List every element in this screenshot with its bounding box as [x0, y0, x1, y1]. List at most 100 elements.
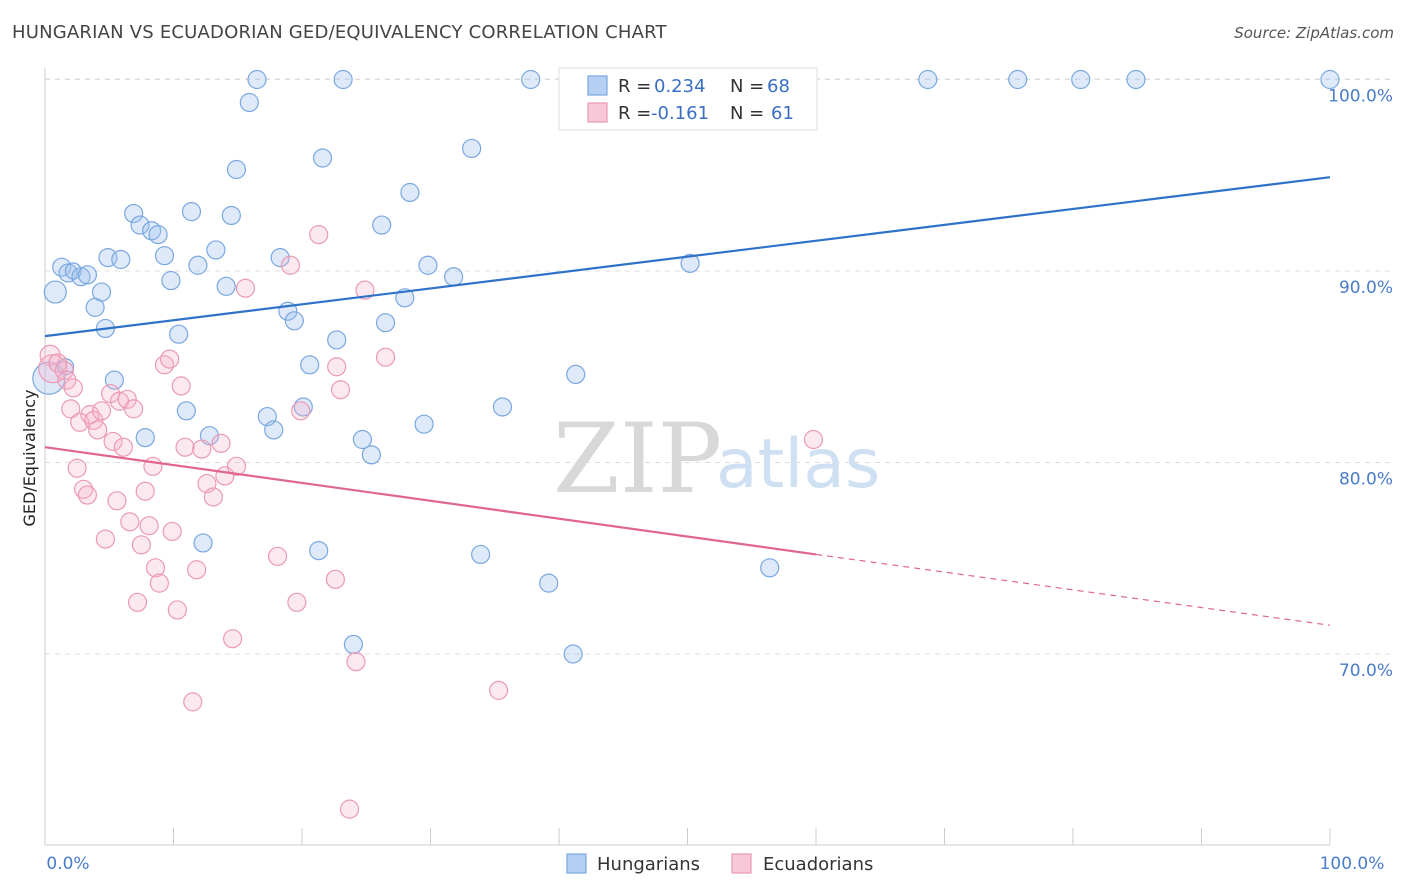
ecuadorian-point: [154, 355, 175, 375]
ecuadorian-point: [103, 431, 123, 452]
ecuadorian-point: [84, 410, 104, 430]
hungarian-point: [312, 148, 333, 168]
hungarian-point: [521, 69, 541, 90]
hungarians-points: [32, 69, 1340, 664]
ecuadorian-point: [355, 280, 375, 300]
hungarian-point: [247, 69, 267, 90]
ecuadorian-point: [171, 376, 191, 396]
hungarian-point: [1320, 69, 1340, 90]
hungarian-point: [1008, 69, 1028, 90]
ecuadorian-point: [309, 225, 329, 245]
hungarian-point: [148, 225, 168, 245]
hungarian-point: [193, 533, 213, 553]
hungarian-point: [1126, 69, 1146, 90]
legend-r-value-2: -0.161: [651, 103, 709, 124]
y-axis-label: GED/Equivalency: [20, 389, 39, 526]
y-tick-labels: 70.0% 80.0% 90.0% 100.0%: [1328, 87, 1393, 682]
ecuadorian-point: [211, 433, 231, 453]
ecuadorian-point: [77, 485, 98, 505]
hungarian-point: [566, 364, 586, 385]
hungarian-point: [43, 280, 67, 304]
ecuadorian-point: [192, 439, 212, 459]
hungarian-point: [135, 428, 155, 448]
hungarians-trend-line: [44, 176, 1331, 338]
hungarian-point: [352, 429, 372, 450]
legend-n-value-1: 68: [767, 76, 790, 97]
ecuadorian-point: [325, 569, 346, 589]
hungarian-point: [680, 253, 700, 273]
ecuadorian-point: [113, 437, 133, 457]
ecuadorian-point: [149, 573, 169, 593]
ecuadorian-point: [48, 353, 68, 373]
y-tick-label: 80.0%: [1339, 470, 1393, 490]
ecuadorian-point: [88, 420, 108, 440]
ecuadorian-point: [57, 370, 77, 390]
ecuadorians-trend-extension: [815, 553, 1331, 626]
ecuadorian-point: [127, 592, 148, 612]
hungarian-point: [444, 267, 464, 287]
hungarian-point: [1071, 69, 1091, 90]
axes: [44, 68, 1331, 846]
ecuadorian-point: [187, 560, 207, 580]
ecuadorians-trend-line: [44, 446, 817, 556]
chart-title: HUNGARIAN VS ECUADORIAN GED/EQUIVALENCY …: [12, 22, 667, 43]
hungarian-point: [539, 573, 559, 593]
hungarian-point: [492, 397, 513, 417]
top-legend: R = 0.234 N = 68 R = -0.161 N = 61: [558, 67, 818, 131]
hungarian-point: [64, 262, 82, 280]
bottom-legend-hungarians: Hungarians: [597, 854, 700, 875]
ecuadorian-point: [95, 529, 115, 549]
legend-n-label-2: N =: [730, 103, 764, 124]
ecuadorian-point: [327, 357, 347, 377]
bottom-legend: Hungarians Ecuadorians: [566, 853, 873, 875]
ecuadorian-point: [145, 558, 166, 578]
hungarian-point: [111, 249, 131, 270]
legend-r-value-1: 0.234: [654, 76, 706, 97]
legend-r-label-2: R =: [618, 103, 651, 124]
hungarian-point: [176, 401, 196, 421]
bottom-legend-ecuadorians: Ecuadorians: [763, 854, 873, 875]
hungarian-point: [91, 282, 112, 302]
ecuadorian-point: [70, 412, 90, 432]
hungarian-point: [918, 69, 938, 90]
ecuadorian-point: [67, 458, 87, 478]
hungarian-point: [221, 205, 241, 226]
hungarian-point: [333, 69, 353, 90]
hungarian-point: [77, 265, 98, 285]
ecuadorian-point: [803, 429, 824, 450]
ecuadorian-point: [160, 349, 180, 369]
trend-lines: [44, 176, 1331, 626]
ecuadorian-point: [226, 456, 247, 476]
ecuadorian-point: [167, 600, 187, 620]
hungarian-point: [181, 202, 202, 222]
ecuadorian-point: [287, 592, 307, 612]
hungarian-point: [563, 644, 583, 664]
ecuadorian-point: [346, 652, 366, 672]
hungarian-point: [343, 634, 363, 655]
bottom-legend-swatch-hungarians: [566, 853, 587, 874]
hungarian-point: [414, 414, 434, 434]
legend-swatch-hungarians: [587, 75, 608, 96]
hungarian-point: [226, 159, 247, 180]
ecuadorian-point: [117, 389, 137, 409]
hungarian-point: [154, 246, 175, 266]
ecuadorian-point: [330, 380, 351, 400]
x-tick-label-min: 0.0%: [46, 854, 89, 874]
ecuadorian-point: [183, 692, 203, 712]
hungarian-point: [361, 445, 381, 465]
hungarian-point: [264, 420, 284, 440]
y-tick-label: 70.0%: [1339, 661, 1393, 681]
hungarian-point: [169, 324, 189, 344]
ecuadorian-point: [91, 401, 112, 421]
hungarian-point: [188, 255, 208, 275]
bottom-legend-swatch-ecuadorians: [731, 853, 752, 874]
hungarian-point: [395, 288, 415, 308]
ecuadorian-point: [63, 378, 83, 398]
hungarian-point: [161, 270, 181, 291]
hungarian-point: [239, 92, 259, 113]
hungarian-point: [300, 355, 320, 375]
ecuadorian-point: [223, 629, 243, 649]
hungarian-point: [471, 544, 491, 565]
ecuadorian-point: [375, 347, 396, 367]
